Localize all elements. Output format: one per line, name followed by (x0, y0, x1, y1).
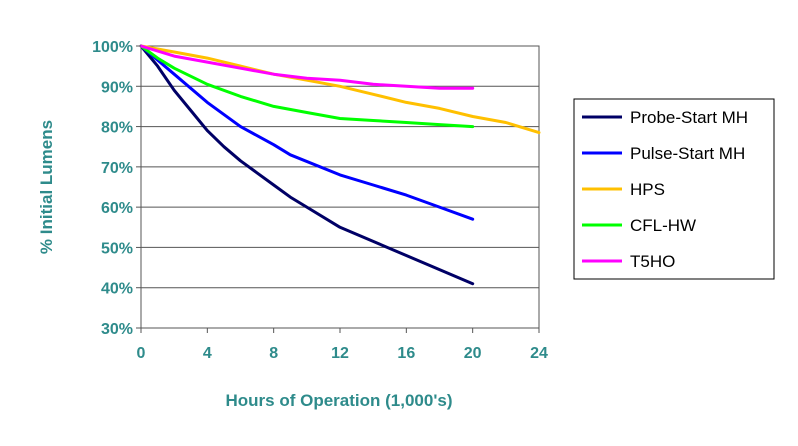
legend-entries: Probe-Start MH Pulse-Start MH HPS CFL-HW T5H… (582, 108, 748, 271)
series-line-pulse-start-mh (139, 44, 475, 221)
x-tick-label: 8 (269, 345, 278, 362)
legend-label: Probe-Start MH (630, 108, 748, 127)
x-tick-label: 4 (203, 345, 212, 362)
y-tick-label: 60% (101, 200, 133, 217)
legend: Probe-Start MH Pulse-Start MH HPS CFL-HW T5H… (573, 98, 775, 280)
x-tick-label: 24 (530, 345, 548, 362)
series-line-t5ho (139, 44, 475, 90)
series-line-hps (139, 44, 541, 135)
y-tick-label: 80% (101, 120, 133, 137)
plot-area-frame (140, 45, 540, 329)
x-tick-label: 0 (137, 345, 146, 362)
y-tick-label: 100% (92, 39, 133, 56)
y-tick-label: 90% (101, 79, 133, 96)
legend-label: T5HO (630, 252, 675, 271)
x-axis-title: Hours of Operation (1,000's) (226, 391, 453, 410)
series-lines (139, 44, 541, 286)
legend-label: HPS (630, 180, 665, 199)
series-line-cfl-hw (139, 44, 475, 129)
x-axis-ticks: 0 4 8 12 16 20 24 (137, 328, 548, 362)
y-axis-title: % Initial Lumens (37, 120, 56, 254)
x-tick-label: 12 (331, 345, 349, 362)
legend-label: Pulse-Start MH (630, 144, 745, 163)
x-tick-label: 16 (397, 345, 415, 362)
legend-label: CFL-HW (630, 216, 696, 235)
x-tick-label: 20 (464, 345, 482, 362)
series-line-probe-start-mh (139, 44, 475, 286)
gridlines (141, 45, 539, 329)
y-tick-label: 30% (101, 321, 133, 338)
y-tick-label: 40% (101, 281, 133, 298)
y-tick-label: 70% (101, 160, 133, 177)
y-axis-ticks: 30% 40% 50% 60% 70% 80% 90% 100% (92, 39, 141, 338)
y-tick-label: 50% (101, 240, 133, 257)
